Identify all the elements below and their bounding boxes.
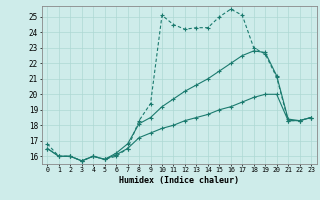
X-axis label: Humidex (Indice chaleur): Humidex (Indice chaleur) bbox=[119, 176, 239, 185]
